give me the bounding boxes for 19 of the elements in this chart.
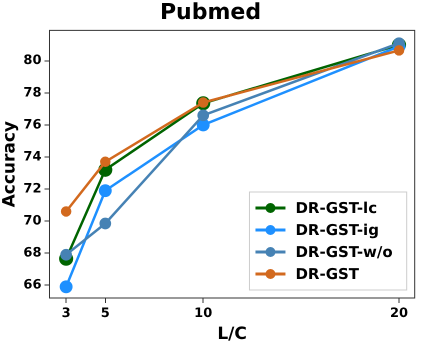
chart-title: Pubmed — [160, 0, 262, 25]
x-tick-label: 3 — [62, 306, 71, 322]
y-tick-label: 70 — [23, 213, 42, 228]
y-tick-label: 74 — [23, 149, 42, 164]
legend-label: DR-GST — [295, 264, 360, 283]
x-tick-label: 10 — [194, 306, 212, 322]
x-tick-label: 5 — [100, 306, 110, 322]
y-tick-label: 72 — [23, 181, 42, 196]
y-tick-label: 66 — [23, 278, 42, 293]
legend-label: DR-GST-w/o — [295, 242, 393, 261]
legend-label: DR-GST-ig — [295, 220, 379, 239]
y-axis-title: Accuracy — [0, 120, 20, 208]
y-tick-label: 76 — [23, 117, 42, 132]
legend-label: DR-GST-lc — [295, 198, 378, 217]
y-tick-label: 80 — [23, 53, 42, 68]
y-tick-label: 68 — [23, 246, 42, 261]
x-axis-title: L/C — [217, 324, 247, 344]
y-tick-label: 78 — [23, 85, 42, 100]
x-tick-label: 20 — [390, 306, 408, 322]
